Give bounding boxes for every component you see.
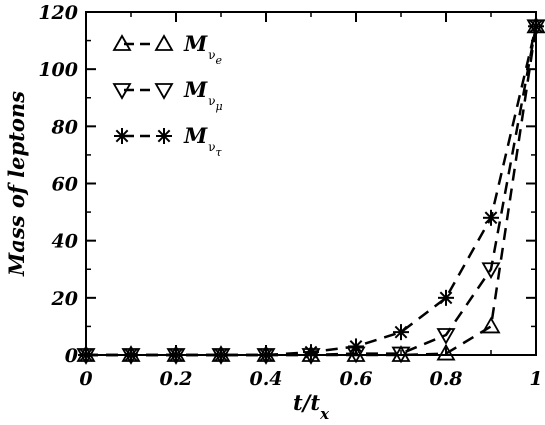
data-point-nu_tau bbox=[303, 344, 319, 361]
series-line-nu_mu bbox=[86, 26, 538, 357]
x-tick-label: 0.8 bbox=[429, 368, 462, 390]
legend-marker bbox=[154, 34, 174, 51]
legend-label: Mνe bbox=[183, 31, 223, 67]
data-point-nu_mu bbox=[436, 328, 456, 345]
legend-marker bbox=[112, 34, 132, 51]
x-tick-label: 0 bbox=[79, 368, 92, 390]
y-tick-label: 20 bbox=[51, 288, 78, 310]
asterisk-stroke bbox=[124, 348, 138, 362]
legend-item-nu_e: Mνe bbox=[112, 31, 223, 67]
data-point-nu_tau bbox=[258, 347, 274, 363]
legend-label: Mντ bbox=[183, 123, 223, 159]
series-nu_tau bbox=[78, 18, 544, 363]
y-tick-label: 40 bbox=[52, 231, 78, 253]
legend-marker bbox=[112, 83, 132, 100]
legend-marker bbox=[156, 128, 172, 144]
series-nu_e bbox=[76, 16, 545, 362]
series-line-nu_e bbox=[86, 26, 538, 357]
data-point-nu_tau bbox=[528, 18, 544, 35]
data-point-nu_tau bbox=[438, 289, 454, 306]
asterisk-stroke bbox=[439, 291, 453, 305]
asterisk-stroke bbox=[349, 340, 363, 353]
y-tick-label: 0 bbox=[65, 345, 78, 367]
data-point-nu_tau bbox=[483, 209, 499, 226]
y-tick-label: 100 bbox=[38, 59, 78, 81]
x-tick-label: 0.6 bbox=[339, 368, 372, 390]
asterisk-stroke bbox=[79, 348, 93, 362]
data-point-nu_tau bbox=[393, 324, 409, 341]
asterisk-stroke bbox=[214, 348, 228, 362]
data-point-nu_tau bbox=[213, 347, 229, 363]
y-axis-title: Mass of leptons bbox=[4, 91, 29, 277]
x-tick-label: 1 bbox=[529, 368, 542, 390]
legend: Mνe Mνμ Mντ bbox=[112, 31, 223, 159]
series-nu_mu bbox=[76, 19, 545, 365]
asterisk-stroke bbox=[115, 129, 129, 143]
asterisk-stroke bbox=[484, 211, 498, 225]
data-point-nu_mu bbox=[481, 262, 501, 280]
data-point-nu_tau bbox=[78, 347, 94, 363]
legend-item-nu_mu: Mνμ bbox=[112, 77, 223, 113]
x-axis-title-main: t/t bbox=[293, 390, 320, 415]
asterisk-stroke bbox=[304, 345, 318, 359]
data-point-nu_tau bbox=[168, 347, 184, 363]
legend-label: Mνμ bbox=[183, 77, 223, 113]
legend-item-nu_tau: Mντ bbox=[114, 123, 223, 159]
series-line-nu_tau bbox=[86, 26, 538, 357]
y-axis: 0 20 40 60 80 100 120 bbox=[38, 2, 536, 367]
series-layer bbox=[76, 16, 545, 365]
data-point-nu_tau bbox=[348, 338, 364, 355]
y-tick-label: 120 bbox=[38, 2, 78, 24]
data-point-nu_e bbox=[481, 316, 501, 334]
y-tick-label: 60 bbox=[52, 174, 78, 196]
legend-marker bbox=[114, 128, 130, 144]
asterisk-stroke bbox=[169, 348, 183, 362]
asterisk-stroke bbox=[529, 19, 543, 33]
x-axis-title: t/tx bbox=[293, 390, 330, 423]
y-tick-label: 80 bbox=[51, 116, 78, 138]
data-point-nu_tau bbox=[123, 347, 139, 363]
x-axis-title-sub: x bbox=[319, 405, 330, 423]
data-point-nu_e bbox=[436, 343, 456, 361]
asterisk-stroke bbox=[394, 325, 408, 339]
x-axis: 0 0.2 0.4 0.6 0.8 1 bbox=[79, 12, 543, 390]
data-point-nu_mu bbox=[391, 346, 411, 364]
x-tick-label: 0.4 bbox=[249, 368, 282, 390]
asterisk-stroke bbox=[259, 348, 273, 362]
legend-marker bbox=[154, 83, 174, 100]
asterisk-stroke bbox=[157, 129, 171, 143]
x-tick-label: 0.2 bbox=[159, 368, 192, 390]
